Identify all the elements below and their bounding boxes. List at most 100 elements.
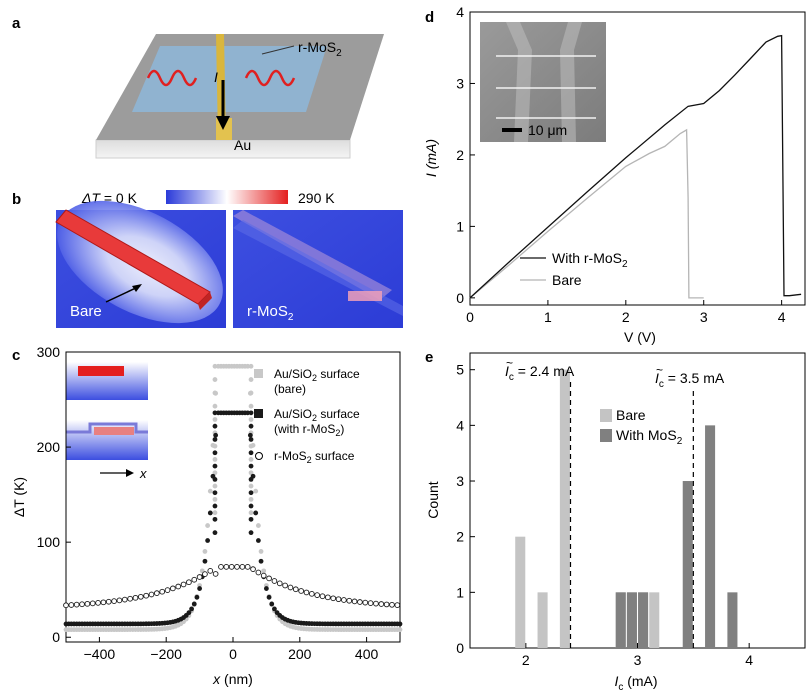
bar [705, 425, 716, 648]
data-point [202, 571, 208, 577]
sem-image [480, 22, 606, 142]
data-point [121, 596, 128, 603]
data-point [202, 549, 208, 554]
data-point [248, 390, 254, 396]
sem-lead-right [560, 22, 582, 142]
substrate-side [95, 139, 351, 159]
y-tick-label: 4 [456, 4, 464, 20]
data-point [264, 586, 269, 591]
data-point [351, 598, 358, 605]
data-point [269, 601, 275, 607]
data-point [212, 457, 218, 462]
bare-pointer-head [132, 284, 142, 292]
legend-marker [254, 369, 263, 378]
data-point [276, 580, 283, 587]
mos2-label: r-MoS2 [298, 39, 342, 59]
data-point [247, 432, 253, 438]
data-point [127, 595, 133, 602]
data-point [272, 606, 277, 612]
data-point [212, 410, 218, 416]
panel-b-thermal: ΔT = 0 K 290 K Bare r-MoS2 [55, 190, 403, 328]
data-point [255, 569, 262, 576]
current-label: I [214, 69, 218, 85]
data-point [394, 602, 401, 608]
data-point [84, 600, 91, 607]
data-point [248, 477, 254, 482]
data-point [248, 530, 254, 536]
data-point [341, 597, 347, 603]
data-point [186, 610, 192, 616]
inset-mos2-bg [66, 420, 148, 460]
data-point [319, 593, 326, 600]
data-point [248, 410, 254, 416]
data-point [89, 600, 96, 607]
data-point [205, 538, 211, 543]
data-point [159, 588, 166, 595]
data-point [248, 470, 254, 476]
data-point [212, 450, 218, 456]
inset-mos2-coating [66, 422, 148, 434]
bar [638, 592, 649, 648]
legend-swatch [600, 409, 612, 422]
chart-c: x −400 −200 0 200 400 0 100 200 300 x (nm) ΔT (K) A… [11, 344, 403, 687]
data-point [207, 510, 213, 516]
panel-a-schematic: I r-MoS2 Au [95, 34, 384, 159]
data-point [282, 582, 288, 589]
data-point [362, 599, 369, 606]
data-point [250, 566, 256, 572]
data-point [248, 516, 254, 522]
data-point [255, 538, 261, 543]
data-point [212, 437, 218, 442]
data-point [212, 463, 218, 469]
bar [537, 592, 548, 648]
scale-right-label: 290 K [298, 190, 335, 206]
inset-x-arrow-head [126, 469, 134, 477]
legend-label-line2: (bare) [274, 382, 306, 396]
x-axis-label: x (nm) [212, 671, 253, 687]
y-tick-label: 200 [37, 439, 61, 455]
x-axis-label: Ic (mA) [614, 673, 657, 693]
x-tick-label: 2 [622, 309, 630, 325]
data-point [207, 568, 214, 574]
panel-label-d: d [425, 9, 434, 26]
data-point [248, 417, 254, 422]
data-point [253, 488, 259, 494]
y-tick-label: 1 [456, 218, 464, 234]
data-point [132, 594, 139, 601]
legend-label: Bare [616, 407, 646, 423]
y-tick-label: 100 [37, 534, 61, 550]
data-point [261, 568, 267, 574]
data-point [389, 601, 395, 608]
legend-label: Bare [552, 272, 582, 288]
data-point [248, 463, 254, 469]
data-point [111, 598, 117, 604]
panel-label-e: e [425, 349, 433, 366]
data-point [212, 443, 218, 449]
panel-label-a: a [12, 15, 21, 32]
data-point [330, 595, 337, 602]
data-point [79, 601, 85, 608]
data-point [248, 503, 254, 509]
x-tick-label: 0 [466, 309, 474, 325]
data-point [63, 602, 69, 609]
x-tick-label: 4 [778, 309, 786, 325]
data-point [191, 576, 198, 583]
mos2-hotspot [348, 291, 382, 301]
data-point [212, 510, 218, 516]
data-point [383, 601, 390, 608]
au-label: Au [234, 137, 251, 153]
data-point [248, 490, 254, 496]
data-point [164, 587, 171, 593]
y-tick-label: 300 [37, 344, 61, 360]
data-point [248, 457, 254, 462]
data-point [212, 423, 218, 429]
y-axis-label: I (mA) [423, 139, 439, 177]
x-tick-label: 4 [745, 652, 753, 668]
legend-label: Au/SiO2 surface [274, 407, 360, 423]
data-point [303, 589, 310, 596]
data-point [258, 558, 264, 564]
plot-frame [469, 11, 806, 306]
tilde-mark: ~ [656, 363, 663, 377]
x-tick-label: 200 [288, 646, 312, 662]
series-line-bare [469, 128, 704, 299]
